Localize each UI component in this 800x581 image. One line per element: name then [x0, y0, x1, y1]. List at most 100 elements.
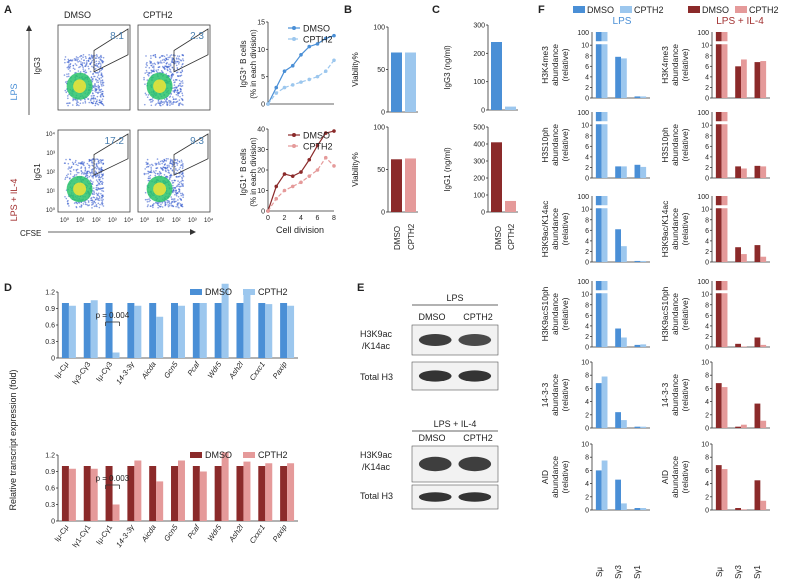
chart-f-il4-2-tick-label: 10 — [701, 207, 709, 214]
flow-dot — [146, 205, 149, 208]
flow-dot — [148, 175, 150, 178]
flow-lps-cpth2-gate-value: 2.3 — [190, 31, 204, 42]
chart-f-il4-3-axis-break — [714, 290, 728, 294]
chart-f-lps-abundance: abundance — [550, 374, 560, 416]
chart-f-lps-4-tick-label: 6 — [585, 386, 589, 393]
chart-a-igg3-legend-marker — [292, 26, 296, 30]
chart-f-il4-row-label: 14-3-3 — [660, 382, 670, 407]
flow-dot — [67, 162, 70, 165]
chart-f-il4-1-bar — [721, 112, 728, 178]
flow-dot — [102, 163, 104, 165]
flow-dot — [175, 189, 178, 192]
flow-dot — [101, 194, 103, 197]
flow-dot — [92, 95, 94, 97]
panel-e-row-h3k9ac-b: /K14ac — [362, 341, 391, 351]
flow-dot — [102, 190, 105, 192]
flow-dot — [171, 57, 173, 59]
chart-f-lps-1-bar — [615, 166, 621, 178]
chart-f-lps-3-tick-label-100: 100 — [577, 279, 589, 286]
chart-f-lps-0-bar — [621, 58, 627, 98]
flow-dot — [69, 65, 72, 68]
panel-a-xtick-label: 10⁴ — [204, 217, 214, 224]
flow-dot — [78, 202, 81, 204]
flow-dot — [67, 68, 70, 70]
flow-dot — [154, 54, 157, 56]
chart-d-top-category-label: Iγ3-Cγ3 — [70, 360, 92, 386]
chart-a-igg3-point — [332, 58, 336, 63]
chart-f-lps-3-tick-label: 6 — [585, 313, 589, 320]
flow-dot — [179, 75, 181, 77]
flow-dot — [92, 177, 94, 179]
flow-dot — [177, 206, 179, 208]
flow-dot — [100, 72, 103, 74]
chart-d-top-category-label: Iμ-Cγ3 — [94, 360, 114, 383]
chart-f-lps-0-tick-label: 6 — [585, 64, 589, 71]
flow-dot — [179, 166, 182, 169]
flow-dot — [92, 190, 95, 192]
chart-f-il4-abundance: abundance — [670, 208, 680, 250]
flow-dot — [148, 67, 151, 69]
chart-f-lps-2-tick-label: 10 — [581, 207, 589, 214]
flow-dot — [154, 172, 157, 175]
flow-dot — [169, 55, 172, 57]
flow-dot — [179, 192, 182, 195]
flow-dot — [97, 192, 100, 195]
flow-dot — [74, 68, 76, 71]
flow-dot — [178, 181, 181, 184]
chart-a-xlabel: Cell division — [276, 225, 324, 235]
chart-f-lps-abundance: abundance — [550, 293, 560, 335]
chart-d-bottom-annotation: p = 0.003 — [96, 474, 130, 483]
flow-dot — [165, 62, 168, 65]
flow-dot — [80, 204, 83, 206]
chart-a-igg3-point — [290, 83, 295, 87]
chart-f-lps-row-label: 14-3-3 — [540, 382, 550, 407]
flow-dot — [96, 193, 99, 196]
flow-dot — [84, 201, 87, 204]
flow-dot — [76, 168, 79, 171]
chart-f-lps-4-bar — [615, 412, 621, 428]
chart-f-il4-0-axis-break — [714, 41, 728, 45]
flow-dot — [99, 91, 102, 93]
flow-dot — [79, 71, 82, 73]
flow-dot — [154, 104, 157, 106]
panel-a-xtick-label: 10⁰ — [140, 217, 150, 224]
chart-a-igg1-point — [323, 155, 328, 160]
flow-dot — [181, 69, 183, 72]
flow-dot — [157, 161, 160, 164]
flow-dot — [91, 201, 93, 204]
chart-d-bottom-tick-label: 0 — [51, 519, 55, 526]
chart-d-top-bar — [127, 303, 135, 358]
chart-d-bottom-bar — [90, 468, 98, 521]
chart-d-top-bar — [236, 303, 244, 358]
flow-dot — [171, 61, 174, 63]
panel-e-bottom-col2: CPTH2 — [463, 433, 493, 443]
flow-dot — [180, 74, 183, 77]
flow-lps-cpth2-center — [153, 79, 167, 93]
flow-dot — [177, 63, 180, 65]
chart-f-il4-0-bar — [735, 66, 741, 98]
panel-e-row-h3k9ac-a: H3K9ac — [360, 450, 393, 460]
chart-b-bottom-bar — [405, 158, 416, 212]
flow-dot — [166, 201, 169, 204]
chart-d-bottom-bar — [199, 471, 207, 521]
flow-dot — [95, 162, 98, 165]
flow-dot — [70, 170, 72, 173]
flow-dot — [90, 98, 92, 101]
chart-f-il4-3-bar — [741, 346, 747, 347]
flow-dot — [145, 69, 148, 72]
flow-dot — [181, 94, 184, 97]
flow-dot — [146, 158, 149, 161]
chart-f-lps-5-tick-label: 4 — [585, 481, 589, 488]
chart-f-il4-0-tick-label: 6 — [705, 64, 709, 71]
chart-f-il4-3-bar — [760, 344, 767, 347]
flow-dot — [177, 60, 179, 63]
flow-dot — [69, 173, 72, 175]
flow-dot — [169, 101, 172, 104]
flow-dot — [82, 203, 85, 205]
flow-dot — [76, 171, 79, 174]
chart-a-igg1-ylabel-1: IgG1⁺ B cells — [239, 148, 248, 195]
flow-dot — [182, 58, 184, 60]
flow-dot — [95, 186, 98, 189]
flow-dot — [168, 164, 170, 167]
flow-dot — [156, 162, 158, 165]
